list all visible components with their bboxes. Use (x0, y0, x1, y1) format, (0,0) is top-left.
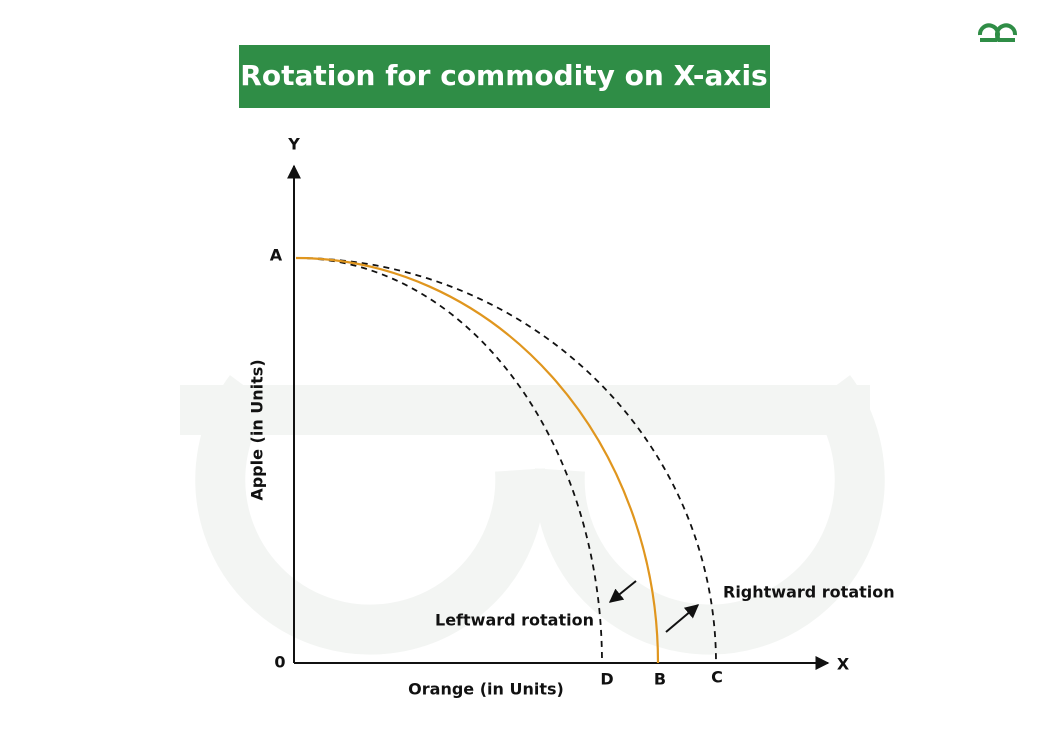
point-label: C (711, 668, 723, 687)
x-letter: X (837, 655, 850, 674)
logo (978, 23, 1017, 42)
y-letter: Y (287, 135, 300, 154)
x-title: Orange (in Units) (408, 680, 564, 699)
outer-curve (295, 257, 717, 664)
origin-label: 0 (274, 653, 285, 672)
point-label: B (654, 670, 666, 689)
arrow (608, 580, 637, 603)
arrow (665, 604, 700, 633)
title: Rotation for commodity on X-axis (240, 59, 767, 92)
original-curve (295, 256, 660, 664)
point-label: D (600, 670, 613, 689)
inner-curve (295, 257, 603, 664)
annotation: Leftward rotation (435, 611, 594, 630)
point-label: A (270, 246, 283, 265)
y-title: Apple (in Units) (248, 359, 267, 500)
annotation: Rightward rotation (723, 583, 895, 602)
title-box (239, 45, 770, 108)
